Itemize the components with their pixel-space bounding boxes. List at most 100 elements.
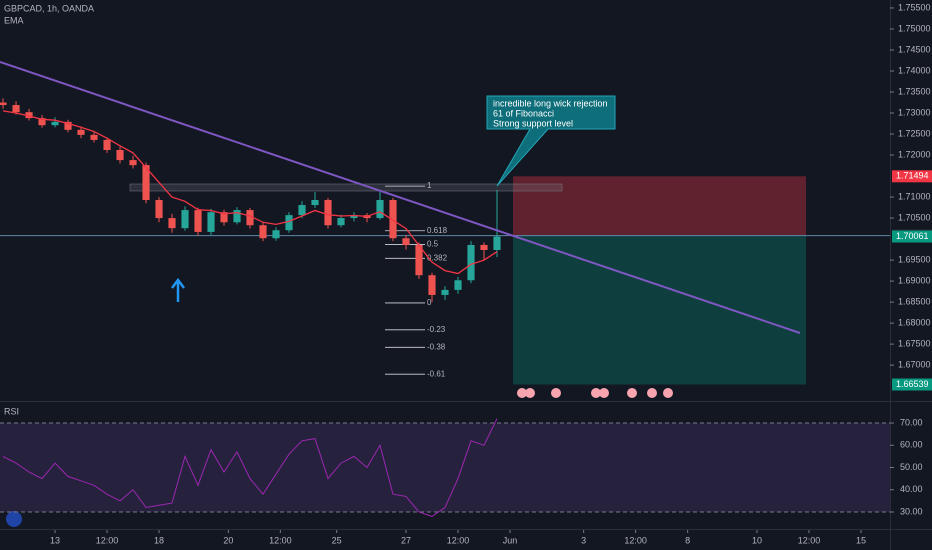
y-tick-label: 1.67000 bbox=[898, 360, 931, 370]
candle-body bbox=[272, 230, 280, 239]
price-tag bbox=[892, 170, 932, 183]
y-tick-label: 1.74500 bbox=[898, 44, 931, 54]
candle-body bbox=[480, 244, 488, 250]
y-tick-label: 1.73500 bbox=[898, 86, 931, 96]
y-tick-label: 1.72500 bbox=[898, 128, 931, 138]
rsi-tick-label: 40.00 bbox=[900, 484, 923, 494]
candle-body bbox=[402, 238, 410, 245]
candle-body bbox=[207, 212, 215, 232]
fib-label: -0.61 bbox=[427, 369, 446, 378]
x-tick-label: Jun bbox=[503, 535, 518, 545]
logo[interactable] bbox=[6, 511, 22, 527]
ema-line bbox=[2, 110, 498, 275]
candle-body bbox=[51, 121, 59, 126]
x-tick-label: 27 bbox=[401, 535, 411, 545]
y-tick-label: 1.75000 bbox=[898, 23, 931, 33]
price-tag-label: 1.70061 bbox=[896, 231, 929, 241]
event-icon[interactable] bbox=[599, 388, 609, 398]
rsi-tick-label: 60.00 bbox=[900, 440, 923, 450]
x-tick-label: 12:00 bbox=[624, 535, 647, 545]
x-tick-label: 12:00 bbox=[96, 535, 119, 545]
candle-body bbox=[12, 105, 20, 113]
y-tick-label: 1.72000 bbox=[898, 149, 931, 159]
candle-body bbox=[467, 244, 475, 281]
event-icon[interactable] bbox=[647, 388, 657, 398]
candle-body bbox=[389, 200, 397, 239]
candle-body bbox=[298, 205, 306, 216]
fib-label: 0.5 bbox=[427, 240, 439, 249]
annotation-line: 61 of Fibonacci bbox=[493, 108, 554, 118]
rsi-tick-label: 70.00 bbox=[900, 417, 923, 427]
annotation[interactable]: incredible long wick rejection 61 of Fib… bbox=[486, 95, 616, 187]
candle-body bbox=[415, 244, 423, 276]
x-tick-label: 12:00 bbox=[798, 535, 821, 545]
y-tick-label: 1.68500 bbox=[898, 296, 931, 306]
candle-body bbox=[155, 200, 163, 219]
y-tick-label: 1.68000 bbox=[898, 317, 931, 327]
candle-body bbox=[246, 210, 254, 226]
fib-label: 0 bbox=[427, 298, 432, 307]
x-tick-label: 13 bbox=[50, 535, 60, 545]
fib-label: 1 bbox=[427, 181, 432, 190]
y-tick-label: 1.67500 bbox=[898, 338, 931, 348]
rsi-title: RSI bbox=[4, 406, 19, 416]
candle-body bbox=[64, 121, 72, 130]
candle-body bbox=[259, 225, 267, 239]
annotation-line: incredible long wick rejection bbox=[493, 98, 608, 108]
candle-body bbox=[194, 210, 202, 232]
price-tag bbox=[892, 230, 932, 243]
rsi-tick-label: 50.00 bbox=[900, 462, 923, 472]
candle-body bbox=[90, 134, 98, 140]
event-icon[interactable] bbox=[591, 388, 601, 398]
candle-body bbox=[0, 102, 7, 106]
event-icon[interactable] bbox=[663, 388, 673, 398]
event-icons bbox=[517, 388, 673, 398]
candle-body bbox=[376, 200, 384, 219]
candle-body bbox=[233, 210, 241, 223]
x-tick-label: 12:00 bbox=[269, 535, 292, 545]
price-tag-label: 1.71494 bbox=[896, 171, 929, 181]
x-tick-label: 25 bbox=[332, 535, 342, 545]
price-tag bbox=[892, 378, 932, 391]
rsi-tick-label: 30.00 bbox=[900, 506, 923, 516]
candle-body bbox=[337, 218, 345, 226]
y-tick-label: 1.74000 bbox=[898, 65, 931, 75]
y-tick-label: 1.69000 bbox=[898, 275, 931, 285]
rsi-band bbox=[0, 423, 890, 512]
x-tick-label: 20 bbox=[223, 535, 233, 545]
symbol-title: GBPCAD, 1h, OANDA bbox=[4, 3, 94, 13]
candle-body bbox=[168, 218, 176, 229]
rsi-line bbox=[2, 418, 498, 517]
x-tick-label: 18 bbox=[154, 535, 164, 545]
candle-body bbox=[181, 210, 189, 229]
target-zone bbox=[513, 235, 806, 385]
trend-line[interactable] bbox=[0, 61, 801, 334]
fib-label: 0.382 bbox=[427, 253, 448, 262]
x-tick-label: 10 bbox=[752, 535, 762, 545]
fib-label: 0.618 bbox=[427, 226, 448, 235]
x-tick-label: 15 bbox=[856, 535, 866, 545]
y-tick-label: 1.73000 bbox=[898, 107, 931, 117]
candle-body bbox=[285, 215, 293, 231]
y-tick-label: 1.75500 bbox=[898, 2, 931, 12]
indicator-label: EMA bbox=[4, 15, 24, 25]
event-icon[interactable] bbox=[525, 388, 535, 398]
event-icon[interactable] bbox=[627, 388, 637, 398]
candle-body bbox=[77, 129, 85, 135]
candle-body bbox=[129, 160, 137, 166]
price-pane: 1 0.618 0.5 0.382 0 -0.23 -0.38 -0.61 bbox=[0, 98, 890, 385]
annotation-line: Strong support level bbox=[493, 118, 573, 128]
candle-body bbox=[441, 289, 449, 295]
y-tick-label: 1.71000 bbox=[898, 191, 931, 201]
range-box bbox=[129, 183, 563, 192]
arrow-up bbox=[171, 277, 185, 302]
candle-body bbox=[324, 200, 332, 226]
candle-body bbox=[103, 139, 111, 150]
candle-body bbox=[142, 165, 150, 200]
event-icon[interactable] bbox=[517, 388, 527, 398]
event-icon[interactable] bbox=[551, 388, 561, 398]
candle-body bbox=[38, 118, 46, 126]
fib-label: -0.38 bbox=[427, 342, 446, 351]
